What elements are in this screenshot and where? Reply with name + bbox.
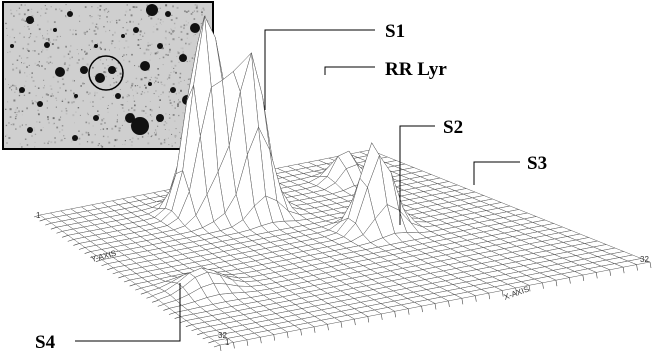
surface-mesh: [33, 15, 652, 352]
axis-tick: [515, 287, 517, 294]
mesh-cell: [213, 338, 235, 346]
axis-tick: [191, 328, 198, 332]
axis-tick: [475, 295, 477, 302]
corner-tick-bottom: 1: [225, 338, 230, 347]
axis-tick: [33, 214, 41, 218]
axis-tick: [90, 255, 97, 258]
axis-tick: [202, 336, 209, 340]
axis-tick: [95, 259, 102, 262]
axis-tick: [260, 337, 262, 344]
target-circle: [88, 55, 124, 91]
axis-tick: [542, 282, 544, 289]
axis-tick: [313, 326, 316, 333]
leader-s4: [75, 283, 181, 342]
axis-tick: [56, 230, 63, 234]
axis-tick: [135, 287, 142, 291]
axis-tick: [140, 291, 147, 295]
sky-image-inset: [2, 1, 214, 150]
axis-tick: [78, 247, 86, 250]
axis-tick: [213, 344, 221, 348]
axis-tick: [421, 306, 423, 313]
axis-tick: [107, 267, 114, 271]
axis-tick: [273, 334, 276, 341]
axis-tick: [569, 277, 571, 284]
corner-tick-left: 1: [36, 211, 41, 220]
axis-tick: [354, 319, 356, 326]
axis-tick: [367, 316, 370, 323]
axis-tick: [168, 312, 176, 315]
axis-tick: [123, 279, 131, 283]
axis-tick: [180, 320, 187, 323]
axis-tick: [50, 226, 57, 230]
leader-rr-lyr: [324, 66, 375, 75]
label-s3: S3: [527, 153, 547, 174]
axis-tick: [233, 342, 235, 349]
leader-s1: [264, 29, 375, 110]
axis-tick: [448, 300, 450, 307]
leader-lines: [75, 29, 520, 342]
axis-tick: [62, 235, 69, 238]
axis-tick: [461, 298, 464, 305]
axis-tick: [163, 308, 170, 311]
axis-tick: [340, 321, 343, 328]
axis-tick: [84, 251, 91, 254]
axis-tick: [488, 293, 491, 300]
label-s1: S1: [385, 21, 405, 42]
axis-tick: [380, 313, 383, 320]
axis-tick: [129, 283, 136, 287]
label-s2: S2: [443, 117, 463, 138]
axis-tick: [112, 271, 119, 275]
leader-s3: [473, 161, 520, 185]
axis-tick: [595, 272, 598, 279]
axis-tick: [67, 239, 74, 242]
axis-tick: [152, 300, 159, 303]
axis-tick: [528, 285, 531, 292]
axis-tick: [434, 303, 437, 310]
axis-tick: [146, 295, 153, 299]
axis-tick: [394, 311, 396, 318]
inset-frame: [2, 1, 214, 150]
leader-s2: [399, 125, 435, 225]
axis-tick: [501, 290, 504, 297]
label-s4: S4: [35, 332, 56, 353]
label-rr-lyr: RR Lyr: [385, 59, 447, 80]
axis-tick: [219, 344, 222, 352]
axis-tick: [101, 263, 108, 267]
axis-tick: [208, 340, 215, 344]
axis-tick: [582, 274, 585, 282]
axis-tick: [407, 308, 410, 315]
axis-tick: [555, 280, 558, 287]
axis-tick: [286, 331, 289, 339]
axis-tick: [327, 324, 329, 331]
axis-tick: [45, 222, 52, 226]
axis-tick: [622, 267, 625, 274]
axis-tick: [73, 243, 80, 246]
axis-tick: [300, 329, 302, 336]
axis-tick: [185, 324, 192, 327]
axis-tick: [118, 275, 125, 279]
corner-tick-right: 32: [640, 255, 649, 264]
corner-tick-far: 32: [218, 331, 227, 340]
axis-tick: [609, 269, 611, 276]
axis-tick: [197, 332, 204, 336]
axis-tick: [636, 264, 638, 271]
axis-tick: [246, 339, 249, 346]
axis-tick: [39, 218, 46, 222]
axis-tick: [649, 261, 652, 269]
axis-tick: [157, 304, 164, 307]
